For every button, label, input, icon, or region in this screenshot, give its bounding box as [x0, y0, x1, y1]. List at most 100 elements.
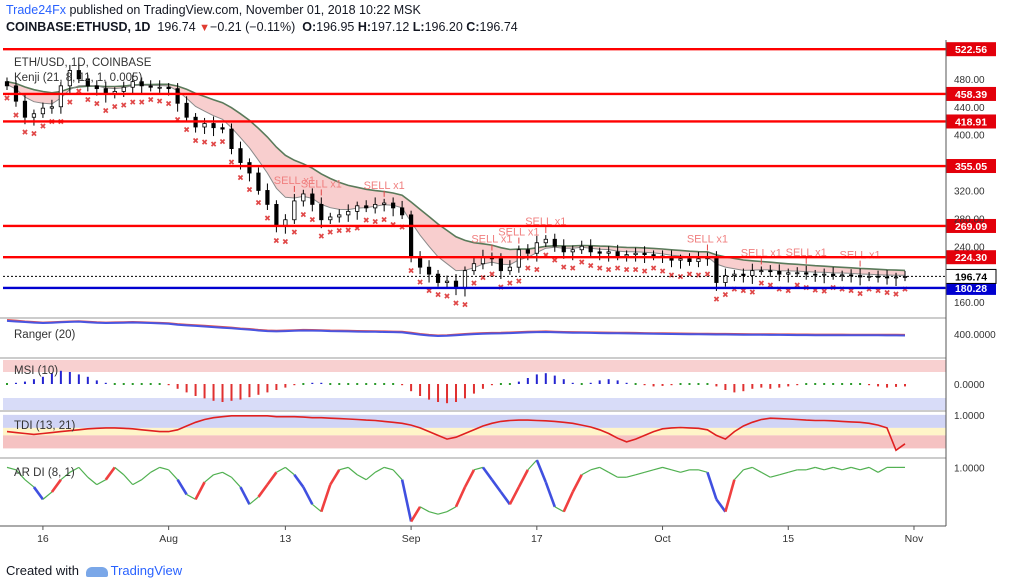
- candle[interactable]: [391, 202, 396, 209]
- candle[interactable]: [444, 280, 450, 283]
- candle[interactable]: [283, 219, 288, 226]
- candle[interactable]: [588, 245, 593, 253]
- candle[interactable]: [723, 275, 728, 283]
- candle[interactable]: [884, 276, 890, 279]
- candle[interactable]: [678, 258, 683, 261]
- candle[interactable]: [543, 238, 548, 244]
- candle[interactable]: [893, 276, 899, 279]
- candle[interactable]: [94, 85, 99, 90]
- candle[interactable]: [849, 274, 854, 277]
- candle[interactable]: [714, 256, 719, 283]
- candle[interactable]: [741, 273, 746, 276]
- candle[interactable]: [139, 81, 144, 87]
- candle[interactable]: [795, 272, 800, 275]
- candle[interactable]: [471, 263, 477, 272]
- candle[interactable]: [121, 86, 126, 92]
- candle[interactable]: [507, 266, 512, 272]
- candle[interactable]: [184, 102, 189, 118]
- candle[interactable]: [534, 242, 539, 254]
- low-label: L:: [412, 20, 425, 34]
- candle[interactable]: [85, 78, 90, 87]
- candle[interactable]: [687, 258, 692, 263]
- candle[interactable]: [58, 85, 63, 108]
- candle[interactable]: [67, 70, 72, 87]
- ranger-pane[interactable]: 400.0000 Ranger (20): [0, 317, 996, 341]
- candle[interactable]: [40, 107, 46, 115]
- candle[interactable]: [642, 252, 647, 256]
- candle[interactable]: [148, 85, 153, 88]
- candle[interactable]: [301, 193, 306, 202]
- candle[interactable]: [840, 274, 845, 277]
- candle[interactable]: [462, 270, 468, 289]
- price-pane[interactable]: ✖ ✖ ✖ ✖ ✖ ✖ ✖ ✖ ✖ ✖ ✖ ✖ ✖ ✖ ✖ ✖ ✖ ✖ ✖ ✖ ✖ ✖ ✖ ✖ ✖ ✖ ✖ ✖ ✖ ✖ ✖ ✖ ✖ ✖ ✖ ✖ ✖ ✖ ✖ ✖…: [3, 42, 997, 316]
- candle[interactable]: [516, 249, 521, 268]
- candle[interactable]: [256, 172, 261, 191]
- candle[interactable]: [822, 273, 827, 276]
- msi-bar: [338, 383, 341, 385]
- candle[interactable]: [229, 128, 234, 150]
- candle[interactable]: [202, 123, 207, 128]
- candle[interactable]: [732, 273, 737, 276]
- candle[interactable]: [328, 216, 333, 221]
- msi-bar: [176, 384, 179, 389]
- candle[interactable]: [813, 273, 818, 276]
- candle[interactable]: [651, 254, 656, 257]
- candle[interactable]: [220, 127, 225, 130]
- candle[interactable]: [696, 258, 701, 263]
- candle[interactable]: [597, 251, 602, 254]
- candle[interactable]: [579, 245, 584, 251]
- candle[interactable]: [759, 270, 764, 273]
- candle[interactable]: [570, 249, 575, 253]
- candle[interactable]: [265, 190, 270, 205]
- chart-area[interactable]: ✖ ✖ ✖ ✖ ✖ ✖ ✖ ✖ ✖ ✖ ✖ ✖ ✖ ✖ ✖ ✖ ✖ ✖ ✖ ✖ ✖ ✖ ✖ ✖ ✖ ✖ ✖ ✖ ✖ ✖ ✖ ✖ ✖ ✖ ✖ ✖ ✖ ✖ ✖ ✖…: [0, 40, 1011, 560]
- candle[interactable]: [768, 270, 773, 273]
- candle[interactable]: [355, 205, 360, 212]
- candle[interactable]: [382, 202, 387, 205]
- candle[interactable]: [786, 272, 791, 275]
- candle[interactable]: [247, 162, 252, 174]
- sell-signal-label: SELL x1: [274, 175, 315, 187]
- candle[interactable]: [561, 245, 566, 253]
- tradingview-link[interactable]: TradingView: [110, 563, 183, 578]
- stop-marker: ✖: [794, 281, 801, 290]
- ardi-segment: [608, 471, 618, 478]
- candle[interactable]: [175, 88, 180, 104]
- candle[interactable]: [211, 123, 216, 129]
- candle[interactable]: [130, 81, 135, 88]
- candle[interactable]: [346, 210, 351, 216]
- candle[interactable]: [76, 70, 81, 80]
- candle[interactable]: [777, 270, 782, 275]
- candle[interactable]: [31, 113, 37, 118]
- candle[interactable]: [831, 273, 836, 276]
- tdi-pane[interactable]: 1.0000 TDI (13, 21): [0, 410, 985, 452]
- candle[interactable]: [498, 258, 504, 272]
- candle[interactable]: [364, 205, 369, 209]
- candle[interactable]: [408, 214, 414, 258]
- candle[interactable]: [310, 193, 315, 205]
- candle[interactable]: [157, 86, 162, 89]
- candle[interactable]: [292, 200, 297, 221]
- candle[interactable]: [4, 81, 10, 87]
- candle[interactable]: [337, 214, 342, 218]
- candle[interactable]: [49, 106, 55, 109]
- candle[interactable]: [319, 204, 324, 221]
- candle[interactable]: [606, 251, 611, 254]
- author-link[interactable]: Trade24Fx: [6, 3, 66, 17]
- candle[interactable]: [400, 207, 405, 216]
- candle[interactable]: [435, 273, 441, 283]
- candle[interactable]: [552, 238, 557, 247]
- candle[interactable]: [750, 270, 755, 276]
- candle[interactable]: [274, 204, 279, 226]
- candle[interactable]: [22, 100, 28, 118]
- candle[interactable]: [426, 266, 432, 275]
- candle[interactable]: [804, 272, 809, 275]
- ardi-pane[interactable]: 1.0000 AR DI (8, 1): [0, 457, 985, 523]
- candle[interactable]: [633, 252, 638, 256]
- candle[interactable]: [238, 148, 243, 163]
- candle[interactable]: [525, 249, 530, 254]
- candle[interactable]: [615, 251, 620, 257]
- msi-pane[interactable]: 0.0000 MSI (10): [0, 357, 985, 410]
- candle[interactable]: [624, 254, 629, 257]
- candle[interactable]: [373, 204, 378, 209]
- candle[interactable]: [166, 86, 171, 90]
